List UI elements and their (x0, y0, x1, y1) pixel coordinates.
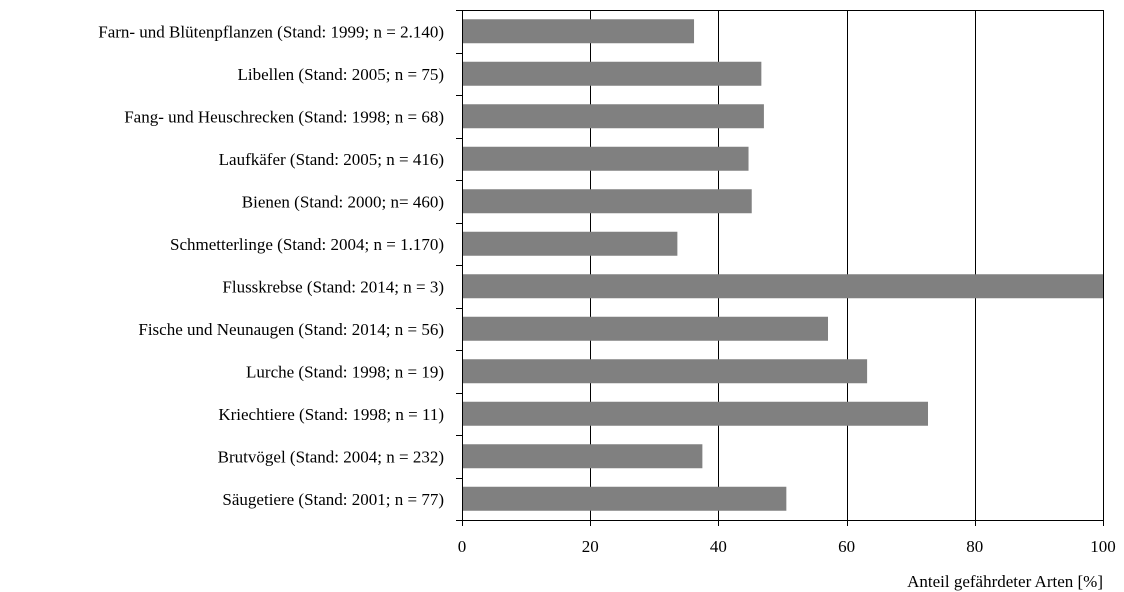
category-labels: Farn- und Blütenpflanzen (Stand: 1999; n… (98, 22, 444, 509)
axes (456, 10, 1104, 526)
category-label: Flusskrebse (Stand: 2014; n = 3) (222, 277, 444, 296)
bar (462, 359, 868, 384)
x-tick-label: 20 (582, 537, 599, 556)
bar (462, 19, 695, 44)
category-label: Libellen (Stand: 2005; n = 75) (238, 65, 444, 84)
x-tick-label: 60 (838, 537, 855, 556)
x-tick-label: 40 (710, 537, 727, 556)
category-label: Fische und Neunaugen (Stand: 2014; n = 5… (138, 320, 444, 339)
x-tick-label: 100 (1090, 537, 1116, 556)
bar (462, 104, 764, 129)
bar (462, 274, 1103, 299)
bar (462, 231, 678, 256)
x-axis-title: Anteil gefährdeter Arten [%] (907, 572, 1103, 591)
category-label: Lurche (Stand: 1998; n = 19) (246, 362, 444, 381)
category-label: Fang- und Heuschrecken (Stand: 1998; n =… (124, 107, 444, 126)
category-label: Kriechtiere (Stand: 1998; n = 11) (218, 405, 444, 424)
grid-lines (590, 10, 1104, 520)
category-label: Säugetiere (Stand: 2001; n = 77) (222, 490, 444, 509)
bar (462, 316, 829, 341)
bar (462, 146, 749, 171)
bar (462, 486, 787, 511)
bar (462, 61, 762, 86)
bar (462, 401, 929, 426)
bar (462, 189, 752, 214)
x-tick-labels: 0 20 40 60 80 100 (458, 537, 1116, 556)
category-label: Schmetterlinge (Stand: 2004; n = 1.170) (170, 235, 444, 254)
x-tick-label: 80 (966, 537, 983, 556)
category-label: Laufkäfer (Stand: 2005; n = 416) (219, 150, 444, 169)
category-label: Bienen (Stand: 2000; n= 460) (242, 192, 444, 211)
category-label: Brutvögel (Stand: 2004; n = 232) (218, 447, 444, 466)
bar (462, 444, 703, 469)
bars (462, 19, 1103, 511)
category-label: Farn- und Blütenpflanzen (Stand: 1999; n… (98, 22, 444, 41)
x-tick-label: 0 (458, 537, 467, 556)
